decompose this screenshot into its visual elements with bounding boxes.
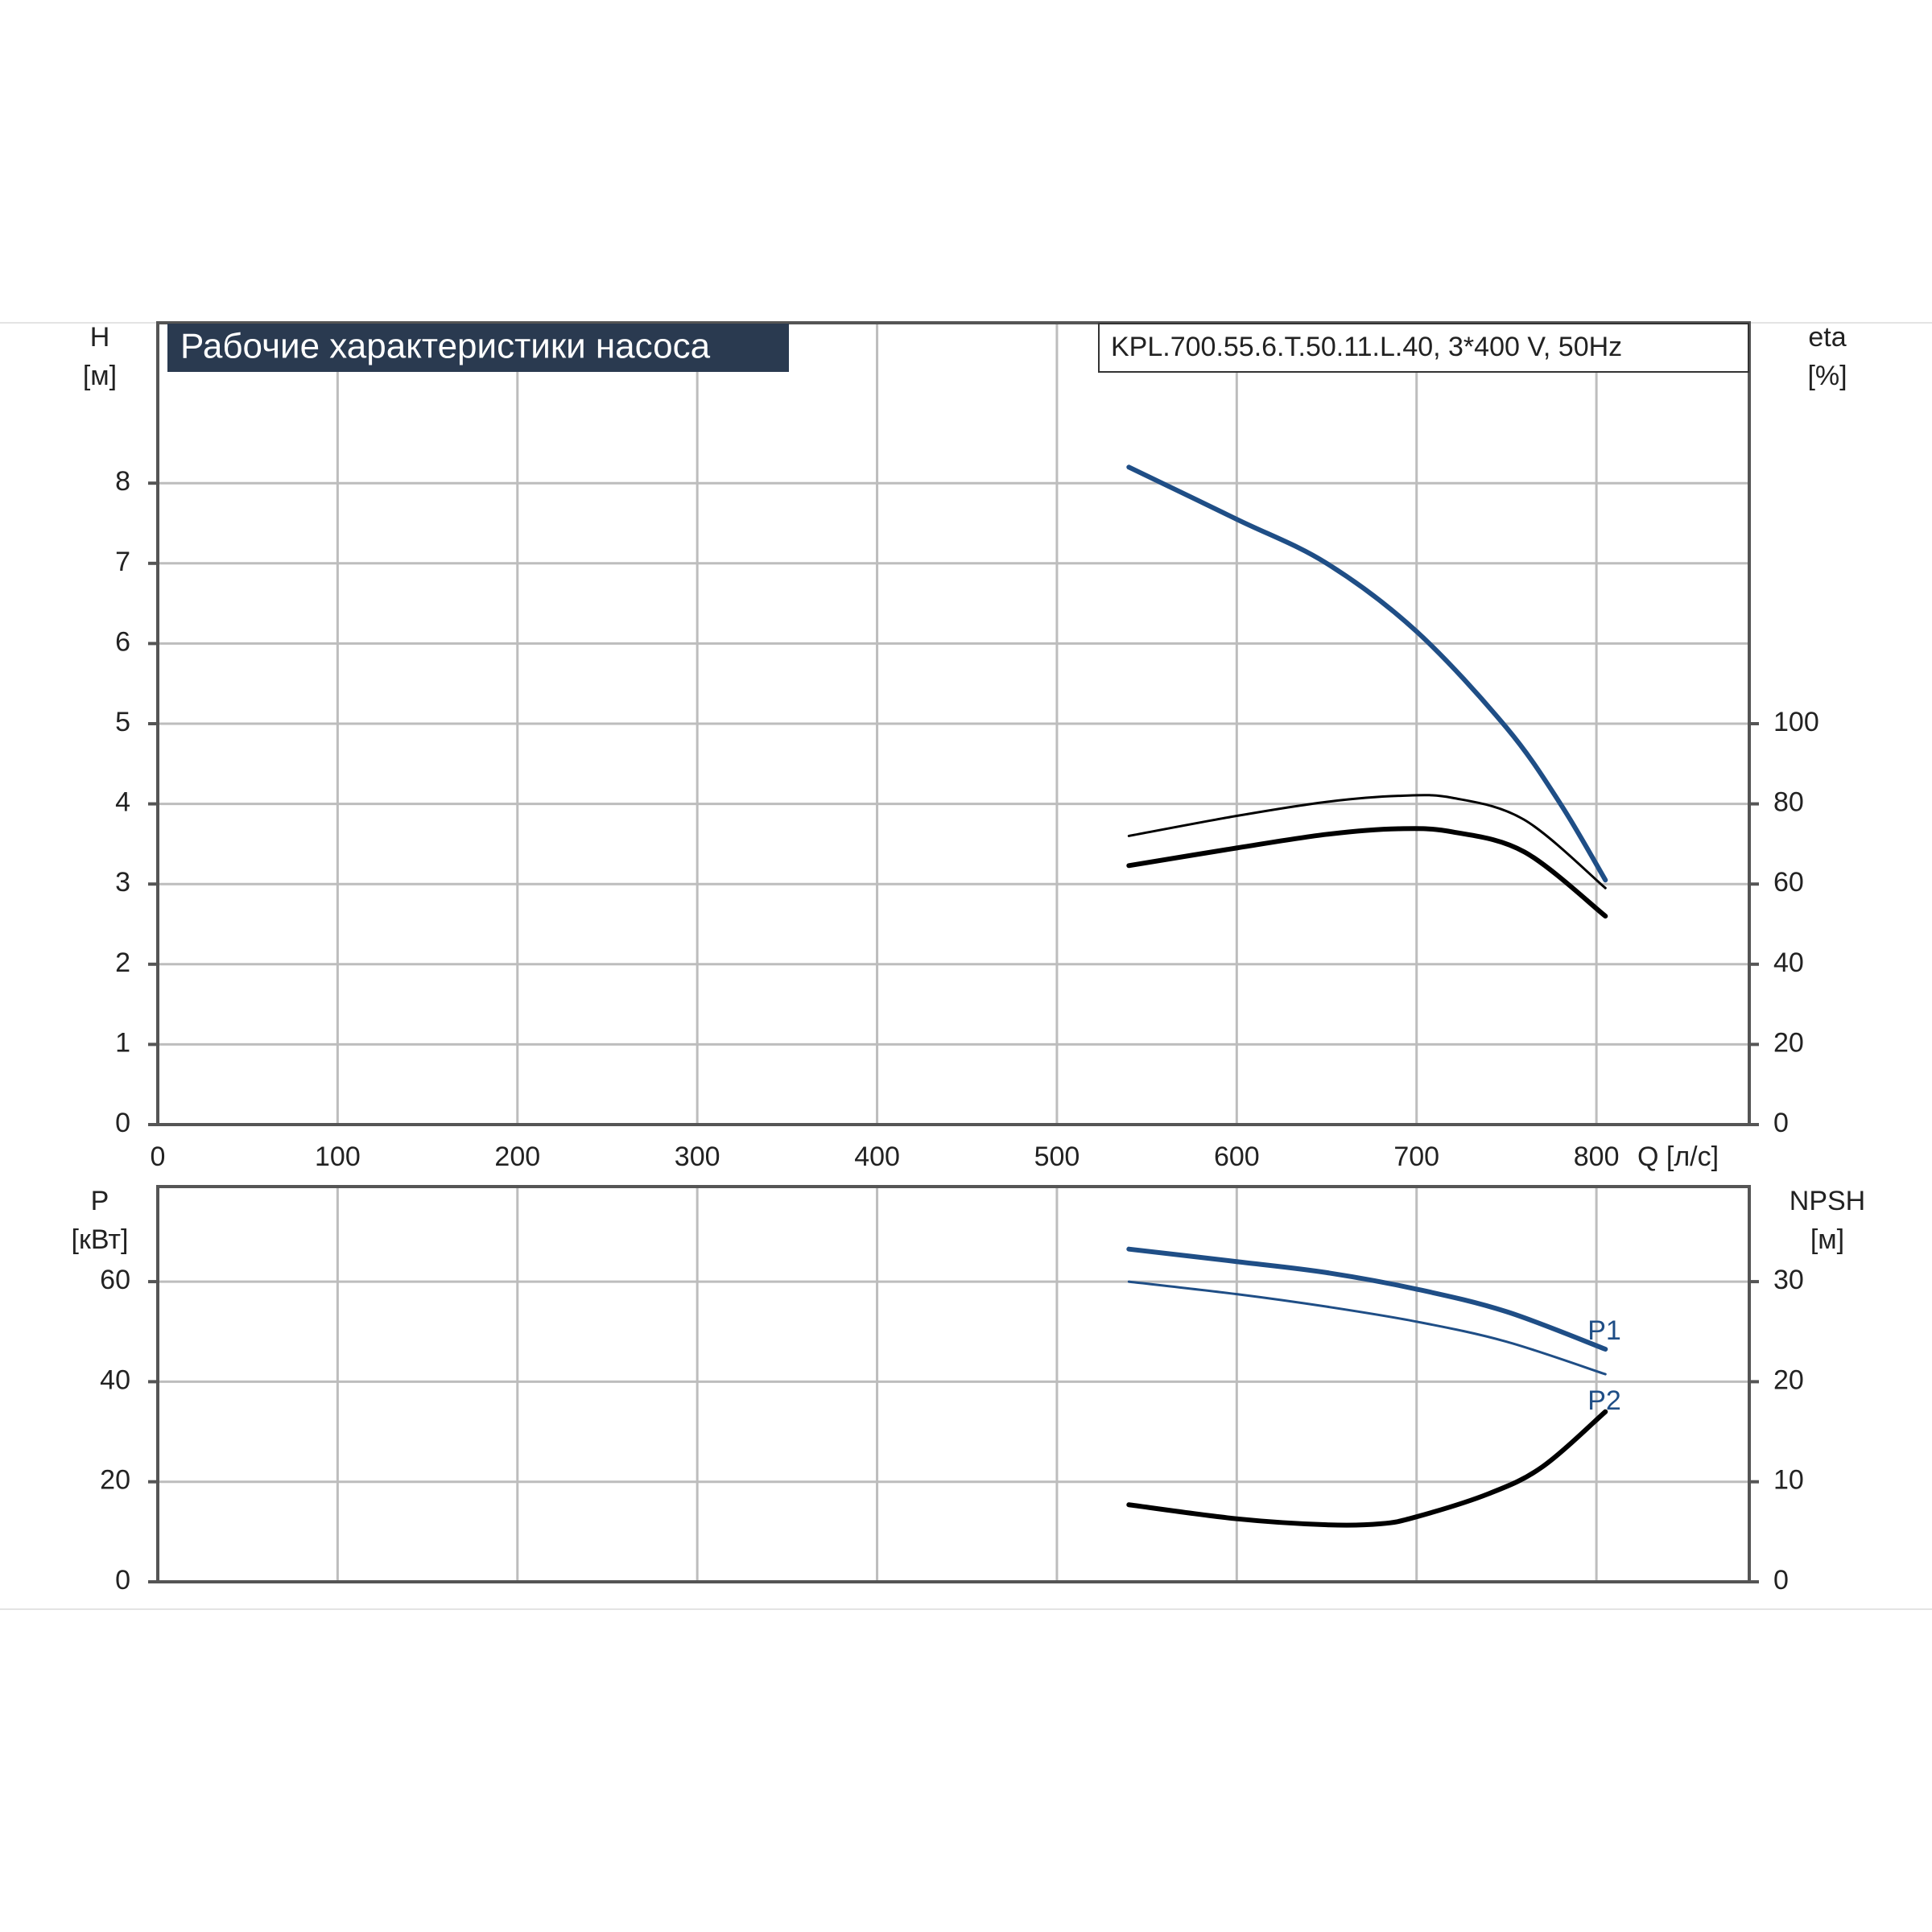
y2-axis-unit: [%] [1807,361,1847,391]
y2-tick-label: 0 [1773,1565,1789,1596]
x-tick-label: 200 [494,1141,540,1172]
y-tick-label: 0 [115,1108,130,1138]
y2-tick-label: 40 [1773,947,1804,978]
y-tick-label: 3 [115,867,130,898]
y-axis-label: P [91,1186,109,1216]
y-tick-label: 0 [115,1565,130,1596]
curve [1127,794,1607,890]
chart-title: Рабочие характеристики насоса [180,327,711,366]
y-tick-label: 2 [115,947,130,978]
x-tick-label: 500 [1034,1141,1080,1172]
curve [1127,1280,1607,1376]
model-box [1098,323,1749,373]
y-axis-unit: [м] [83,361,117,391]
y-axis-label: H [90,322,110,353]
y-tick-label: 8 [115,466,130,497]
y-tick-label: 7 [115,547,130,577]
y-tick-label: 20 [100,1465,130,1496]
y-tick-label: 60 [100,1265,130,1295]
y-axis-unit: [кВт] [72,1224,129,1255]
curve [1126,1246,1608,1352]
y2-tick-label: 100 [1773,707,1819,737]
curve-label: P2 [1587,1385,1621,1416]
title-box [167,324,789,372]
y2-axis-unit: [м] [1810,1224,1844,1255]
y-tick-label: 5 [115,707,130,737]
y2-tick-label: 60 [1773,867,1804,898]
y-tick-label: 1 [115,1027,130,1058]
y2-tick-label: 10 [1773,1465,1804,1496]
y-tick-label: 6 [115,626,130,657]
x-tick-label: 100 [315,1141,361,1172]
x-tick-label: 800 [1574,1141,1620,1172]
y2-tick-label: 20 [1773,1364,1804,1395]
y2-tick-label: 0 [1773,1108,1789,1138]
x-tick-label: 600 [1214,1141,1260,1172]
curve-label: P1 [1587,1315,1621,1346]
curve [1126,1409,1608,1528]
curve [1126,464,1608,883]
plot-frame [156,1185,1751,1583]
y2-axis-label: NPSH [1790,1186,1865,1216]
x-tick-label: 0 [151,1141,166,1172]
x-tick-label: 300 [675,1141,720,1172]
y2-tick-label: 80 [1773,787,1804,818]
y2-tick-label: 30 [1773,1265,1804,1295]
y-tick-label: 4 [115,787,130,818]
y2-tick-label: 20 [1773,1027,1804,1058]
x-tick-label: 400 [854,1141,900,1172]
model-label: KPL.700.55.6.T.50.11.L.40, 3*400 V, 50Hz [1111,332,1622,362]
plot-frame [156,321,1751,1126]
x-axis-label: Q [л/с] [1637,1141,1719,1172]
x-tick-label: 700 [1393,1141,1439,1172]
y2-axis-label: eta [1808,322,1846,353]
curve [1126,826,1608,919]
y-tick-label: 40 [100,1364,130,1395]
